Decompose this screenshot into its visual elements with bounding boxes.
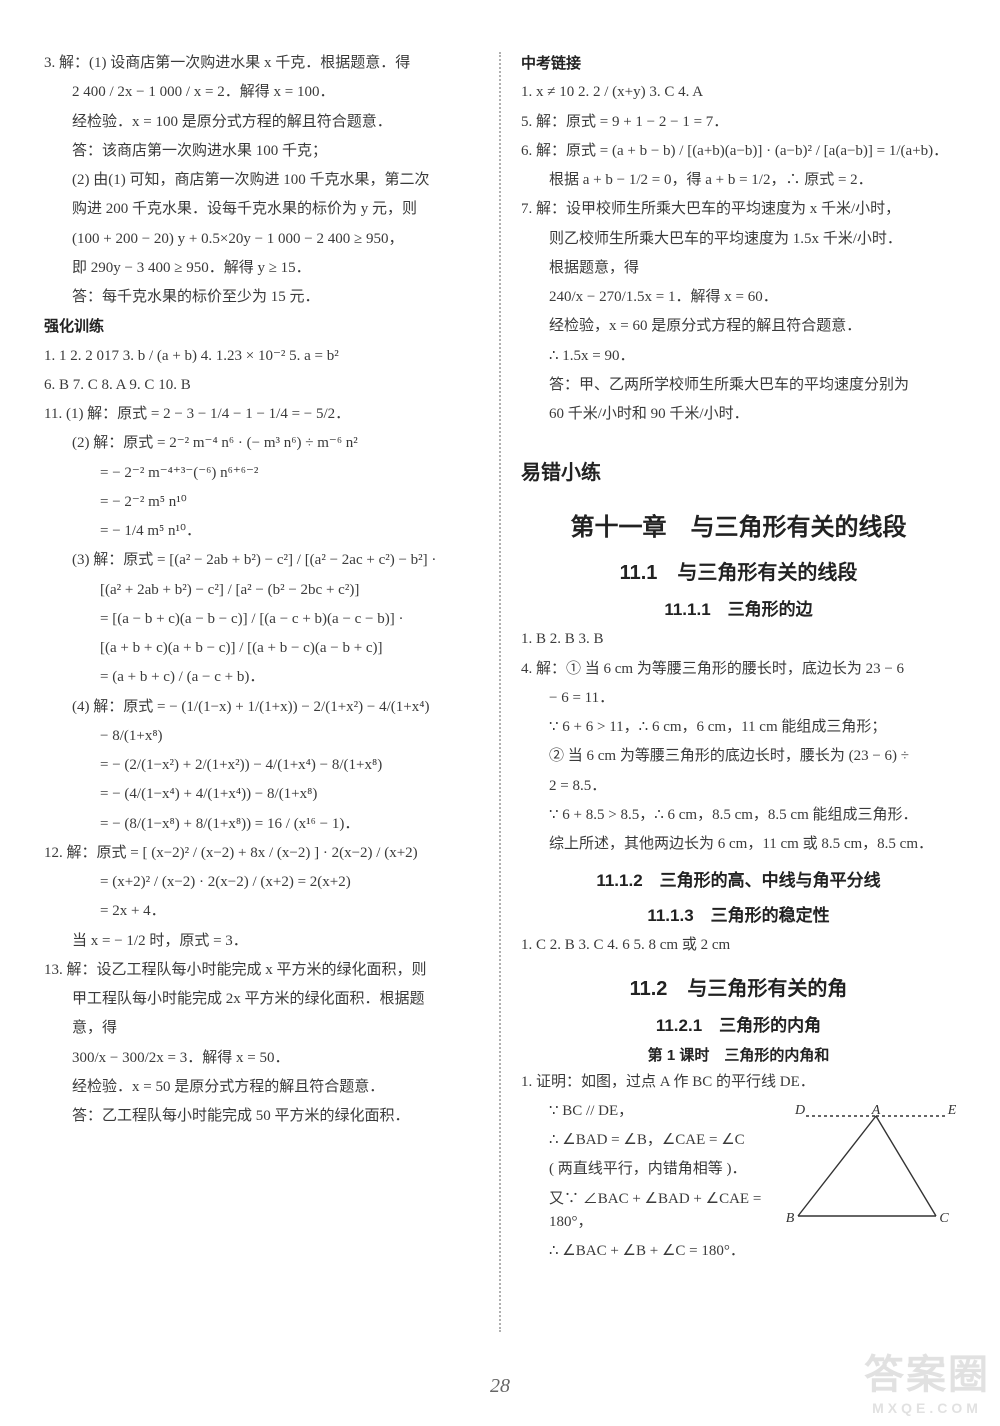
q3-l5: (2) 由(1) 可知，商店第一次购进 100 千克水果，第二次: [44, 169, 479, 192]
left-column: 3. 解：(1) 设商店第一次购进水果 x 千克．根据题意．得 2 400 / …: [44, 52, 479, 1332]
q12-l4: 当 x = − 1/2 时，原式 = 3．: [44, 930, 479, 953]
q13-l4: 300/x − 300/2x = 3．解得 x = 50．: [44, 1047, 479, 1070]
zk-row1: 1. x ≠ 10 2. 2 / (x+y) 3. C 4. A: [521, 81, 956, 104]
lesson-1: 第 1 课时 三角形的内角和: [521, 1044, 956, 1065]
s1111-row: 1. B 2. B 3. B: [521, 628, 956, 651]
q4-l2: − 6 = 11．: [521, 687, 956, 710]
zk-q7f: ∴ 1.5x = 90．: [521, 345, 956, 368]
q3-l6: 购进 200 千克水果．设每千克水果的标价为 y 元，则: [44, 198, 479, 221]
q11-3d: [(a + b + c)(a + b − c)] / [(a + b − c)(…: [44, 637, 479, 660]
svg-text:E: E: [947, 1104, 956, 1118]
q11-2d: = − 1/4 m⁵ n¹⁰．: [44, 520, 479, 543]
zk-q7d: 240/x − 270/1.5x = 1．解得 x = 60．: [521, 286, 956, 309]
right-column: 中考链接 1. x ≠ 10 2. 2 / (x+y) 3. C 4. A 5.…: [521, 52, 956, 1332]
section-11-1-2: 11.1.2 三角形的高、中线与角平分线: [521, 866, 956, 891]
q11-4a: (4) 解：原式 = − (1/(1−x) + 1/(1+x)) − 2/(1+…: [44, 696, 479, 719]
q4-l4: ② 当 6 cm 为等腰三角形的底边长时，腰长为 (23 − 6) ÷: [521, 745, 956, 768]
zk-q7h: 60 千米/小时和 90 千米/小时．: [521, 403, 956, 426]
q4-l5: 2 = 8.5．: [521, 775, 956, 798]
zk-q5: 5. 解：原式 = 9 + 1 − 2 − 1 = 7．: [521, 111, 956, 134]
q3-l8: 即 290y − 3 400 ≥ 950．解得 y ≥ 15．: [44, 257, 479, 280]
q11-3e: = (a + b + c) / (a − c + b)．: [44, 666, 479, 689]
q11-3b: [(a² + 2ab + b²) − c²] / [a² − (b² − 2bc…: [44, 579, 479, 602]
q3-l3: 经检验．x = 100 是原分式方程的解且符合题意．: [44, 111, 479, 134]
zk-q7g: 答：甲、乙两所学校师生所乘大巴车的平均速度分别为: [521, 374, 956, 397]
proof-l6: ∴ ∠BAC + ∠B + ∠C = 180°．: [521, 1240, 956, 1263]
q13-l3: 意，得: [44, 1017, 479, 1040]
page-number: 28: [0, 1375, 1000, 1398]
q13-l5: 经检验．x = 50 是原分式方程的解且符合题意．: [44, 1076, 479, 1099]
zk-q6b: 根据 a + b − 1/2 = 0，得 a + b = 1/2，∴ 原式 = …: [521, 169, 956, 192]
chapter11-title: 第十一章 与三角形有关的线段: [521, 507, 956, 542]
zk-q6a: 6. 解：原式 = (a + b − b) / [(a+b)(a−b)] · (…: [521, 140, 956, 163]
section-11-1: 11.1 与三角形有关的线段: [521, 556, 956, 585]
triangle-diagram: D A E B C: [786, 1104, 956, 1224]
column-divider: [499, 52, 501, 1332]
q11-4d: = − (4/(1−x⁴) + 4/(1+x⁴)) − 8/(1+x⁸): [44, 783, 479, 806]
proof-l1: 1. 证明：如图，过点 A 作 BC 的平行线 DE．: [521, 1071, 956, 1094]
q11-4e: = − (8/(1−x⁸) + 8/(1+x⁸)) = 16 / (x¹⁶ − …: [44, 813, 479, 836]
q3-l9: 答：每千克水果的标价至少为 15 元．: [44, 286, 479, 309]
section-11-2: 11.2 与三角形有关的角: [521, 972, 956, 1001]
watermark-sub: MXQE.COM: [864, 1400, 990, 1416]
page: 3. 解：(1) 设商店第一次购进水果 x 千克．根据题意．得 2 400 / …: [44, 52, 956, 1332]
q11-2c: = − 2⁻² m⁵ n¹⁰: [44, 491, 479, 514]
zk-q7e: 经检验，x = 60 是原分式方程的解且符合题意．: [521, 315, 956, 338]
q11-4b: − 8/(1+x⁸): [44, 725, 479, 748]
q12-l3: = 2x + 4．: [44, 900, 479, 923]
q12-l1: 12. 解：原式 = [ (x−2)² / (x−2) + 8x / (x−2)…: [44, 842, 479, 865]
q4-l7: 综上所述，其他两边长为 6 cm，11 cm 或 8.5 cm，8.5 cm．: [521, 833, 956, 856]
q12-l2: = (x+2)² / (x−2) · 2(x−2) / (x+2) = 2(x+…: [44, 871, 479, 894]
svg-text:D: D: [794, 1104, 805, 1118]
s1113-row: 1. C 2. B 3. C 4. 6 5. 8 cm 或 2 cm: [521, 934, 956, 957]
q3-l7: (100 + 200 − 20) y + 0.5×20y − 1 000 − 2…: [44, 228, 479, 251]
watermark-main: 答案圈: [864, 1353, 990, 1397]
q11-3a: (3) 解：原式 = [(a² − 2ab + b²) − c²] / [(a²…: [44, 549, 479, 572]
section-11-1-3: 11.1.3 三角形的稳定性: [521, 901, 956, 926]
svg-text:C: C: [939, 1211, 949, 1224]
q11-4c: = − (2/(1−x²) + 2/(1+x²)) − 4/(1+x⁴) − 8…: [44, 754, 479, 777]
q4-l3: ∵ 6 + 6 > 11，∴ 6 cm，6 cm，11 cm 能组成三角形；: [521, 716, 956, 739]
qh-row1: 1. 1 2. 2 017 3. b / (a + b) 4. 1.23 × 1…: [44, 345, 479, 368]
qh-row2: 6. B 7. C 8. A 9. C 10. B: [44, 374, 479, 397]
q11-2b: = − 2⁻² m⁻⁴⁺³⁻(⁻⁶) n⁶⁺⁶⁻²: [44, 462, 479, 485]
q3-l2: 2 400 / 2x − 1 000 / x = 2．解得 x = 100．: [44, 81, 479, 104]
q4-l1: 4. 解：① 当 6 cm 为等腰三角形的腰长时，底边长为 23 − 6: [521, 658, 956, 681]
svg-text:B: B: [786, 1211, 795, 1224]
section-11-1-1: 11.1.1 三角形的边: [521, 595, 956, 620]
watermark: 答案圈 MXQE.COM: [864, 1342, 990, 1416]
q11-3c: = [(a − b + c)(a − b − c)] / [(a − c + b…: [44, 608, 479, 631]
q13-l6: 答：乙工程队每小时能完成 50 平方米的绿化面积．: [44, 1105, 479, 1128]
q4-l6: ∵ 6 + 8.5 > 8.5，∴ 6 cm，8.5 cm，8.5 cm 能组成…: [521, 804, 956, 827]
zk-q7a: 7. 解：设甲校师生所乘大巴车的平均速度为 x 千米/小时，: [521, 198, 956, 221]
zk-q7c: 根据题意，得: [521, 257, 956, 280]
qianghua-title: 强化训练: [44, 315, 479, 338]
q3-l1: 3. 解：(1) 设商店第一次购进水果 x 千克．根据题意．得: [44, 52, 479, 75]
q3-l4: 答：该商店第一次购进水果 100 千克；: [44, 140, 479, 163]
zhongkao-title: 中考链接: [521, 52, 956, 75]
q11-2a: (2) 解：原式 = 2⁻² m⁻⁴ n⁶ · (− m³ n⁶) ÷ m⁻⁶ …: [44, 432, 479, 455]
section-11-2-1: 11.2.1 三角形的内角: [521, 1011, 956, 1036]
q11-1: 11. (1) 解：原式 = 2 − 3 − 1/4 − 1 − 1/4 = −…: [44, 403, 479, 426]
yicuo-title: 易错小练: [521, 456, 956, 485]
q13-l1: 13. 解：设乙工程队每小时能完成 x 平方米的绿化面积，则: [44, 959, 479, 982]
q13-l2: 甲工程队每小时能完成 2x 平方米的绿化面积．根据题: [44, 988, 479, 1011]
zk-q7b: 则乙校师生所乘大巴车的平均速度为 1.5x 千米/小时．: [521, 228, 956, 251]
svg-text:A: A: [871, 1104, 881, 1118]
